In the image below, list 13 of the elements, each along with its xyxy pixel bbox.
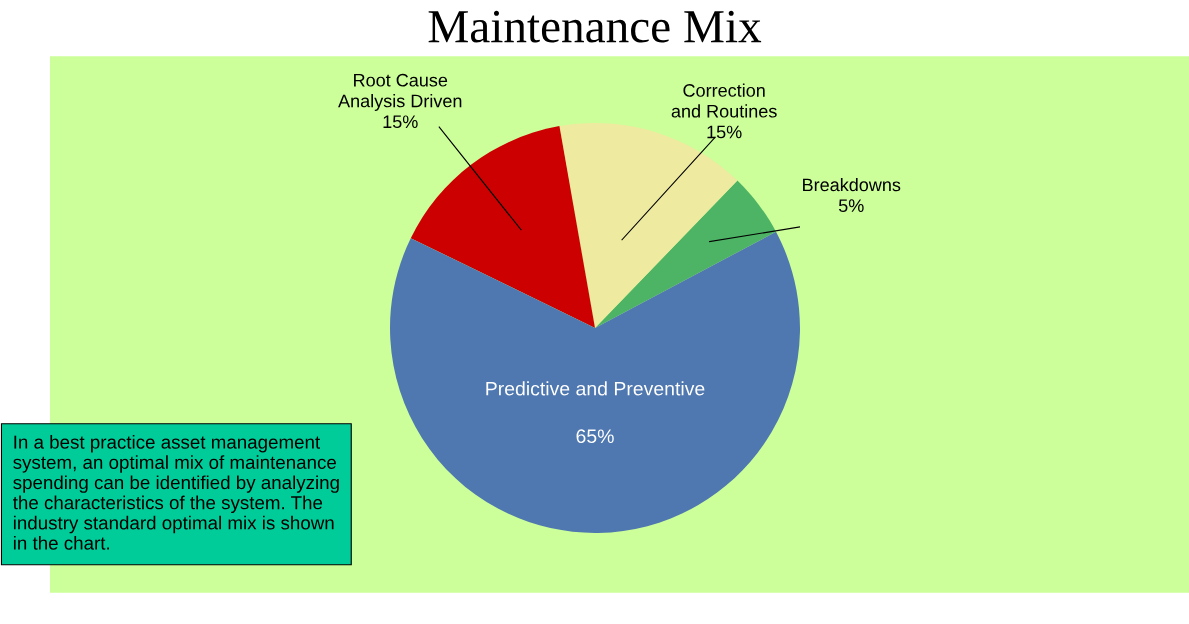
data-label: 5% xyxy=(838,199,864,213)
pie-slice xyxy=(595,180,776,328)
data-label: 15% xyxy=(383,115,418,129)
text: In a best practice asset management system, an optimal mix of maintenance spending can be identified by analyzing the characteristics of the system. The industry standard optimal mix is shown in the chart. xyxy=(12,435,339,550)
slice-label: Predictive and Preventive xyxy=(486,381,705,396)
pie-slice xyxy=(390,231,800,533)
chart-title: Maintenance Mix xyxy=(428,10,762,43)
data-label: 15% xyxy=(707,125,742,139)
slice-label: Breakdowns xyxy=(803,178,901,192)
slice-label: Root Cause Analysis Driven xyxy=(338,73,462,111)
slice-label: Correction and Routines xyxy=(671,83,777,118)
pie-slice xyxy=(410,126,595,328)
data-label: 65% xyxy=(576,429,614,444)
